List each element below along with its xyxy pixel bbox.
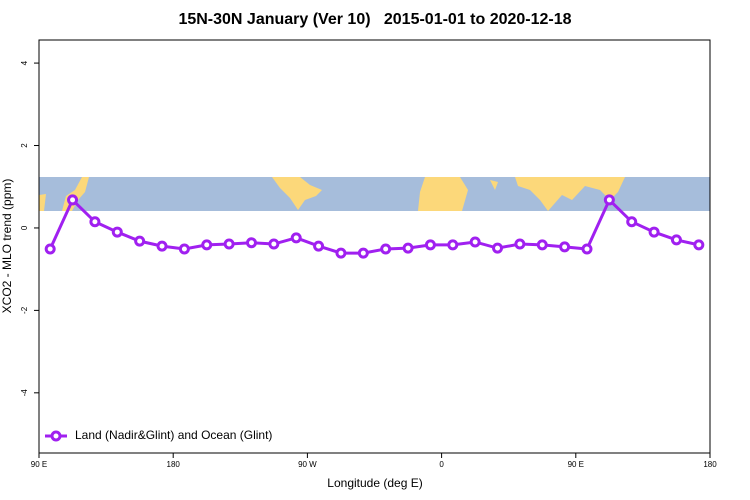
y-tick-label: 4 (20, 60, 29, 65)
data-point (290, 232, 302, 244)
x-tick-label: 0 (439, 460, 444, 469)
map-land (272, 177, 322, 210)
y-tick-label: -4 (20, 389, 29, 397)
y-tick-label: -2 (20, 306, 29, 314)
data-point (223, 238, 235, 250)
map-land (418, 177, 468, 211)
data-point (245, 237, 257, 249)
chart-title: 15N-30N January (Ver 10) 2015-01-01 to 2… (178, 11, 571, 28)
legend-label: Land (Nadir&Glint) and Ocean (Glint) (75, 428, 272, 442)
data-point (380, 243, 392, 255)
data-point (67, 194, 79, 206)
x-tick-label: 180 (703, 460, 717, 469)
data-point (492, 242, 504, 254)
data-point (111, 226, 123, 238)
data-point (335, 247, 347, 259)
map-land (515, 177, 625, 211)
data-point (536, 239, 548, 251)
map-land (39, 194, 46, 211)
data-point (626, 216, 638, 228)
data-point (603, 194, 615, 206)
y-tick-label: 2 (20, 143, 29, 148)
data-point (424, 239, 436, 251)
data-point (156, 240, 168, 252)
data-point (178, 243, 190, 255)
map-land (490, 180, 498, 190)
data-point (201, 239, 213, 251)
x-axis-label: Longitude (deg E) (327, 476, 422, 490)
data-point (581, 243, 593, 255)
data-point (447, 239, 459, 251)
x-tick-label: 180 (167, 460, 181, 469)
data-point (648, 226, 660, 238)
data-point (469, 236, 481, 248)
data-point (559, 241, 571, 253)
data-point (693, 239, 705, 251)
data-point (134, 235, 146, 247)
x-tick-label: 90 W (298, 460, 317, 469)
data-point (402, 242, 414, 254)
y-axis-label: XCO2 - MLO trend (ppm) (0, 179, 14, 314)
x-tick-label: 90 E (31, 460, 47, 469)
data-point (44, 243, 56, 255)
x-tick-label: 90 E (568, 460, 584, 469)
data-point (268, 238, 280, 250)
data-point (514, 238, 526, 250)
data-point (357, 247, 369, 259)
data-point (89, 216, 101, 228)
map-strip (39, 177, 710, 211)
y-tick-label: 0 (20, 225, 29, 230)
legend-marker (50, 430, 62, 442)
data-point (313, 240, 325, 252)
data-point (670, 234, 682, 246)
plot-frame (38, 39, 711, 454)
